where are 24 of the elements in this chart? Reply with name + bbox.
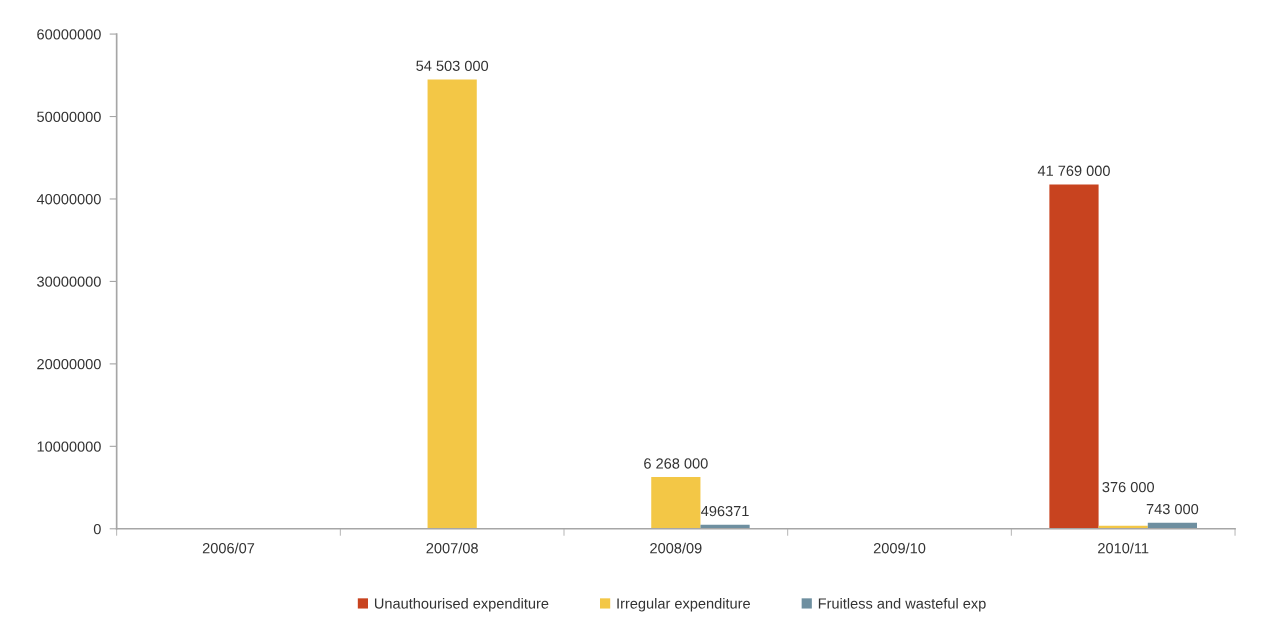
- x-tick-label: 2008/09: [650, 542, 702, 554]
- y-tick-label: 60000000: [37, 29, 101, 40]
- legend-label: Fruitless and wasteful exp: [818, 597, 986, 612]
- data-label: 376 000: [1102, 481, 1154, 493]
- bar: [651, 477, 701, 529]
- x-tick-label: 2007/08: [426, 542, 478, 554]
- data-label: 54 503 000: [416, 60, 489, 71]
- bar: [427, 79, 477, 529]
- y-tick-label: 20000000: [37, 358, 101, 370]
- data-label: 6 268 000: [644, 458, 708, 469]
- legend-label: Irregular expenditure: [617, 597, 750, 612]
- legend-label: Unauthourised expenditure: [374, 597, 549, 612]
- y-tick-label: 40000000: [36, 194, 101, 205]
- x-tick-label: 2009/10: [873, 542, 926, 554]
- y-tick-label: 30000000: [37, 276, 101, 287]
- x-tick-label: 2006/07: [202, 542, 255, 554]
- y-tick-label: 10000000: [37, 441, 101, 452]
- data-label: 743 000: [1146, 503, 1199, 515]
- data-label: 496371: [701, 505, 749, 517]
- y-tick-label: 0: [93, 523, 101, 535]
- x-tick-label: 2010/11: [1098, 542, 1149, 554]
- y-tick-label: 50000000: [37, 111, 101, 122]
- bar: [1049, 184, 1099, 529]
- data-label: 41 769 000: [1037, 165, 1110, 176]
